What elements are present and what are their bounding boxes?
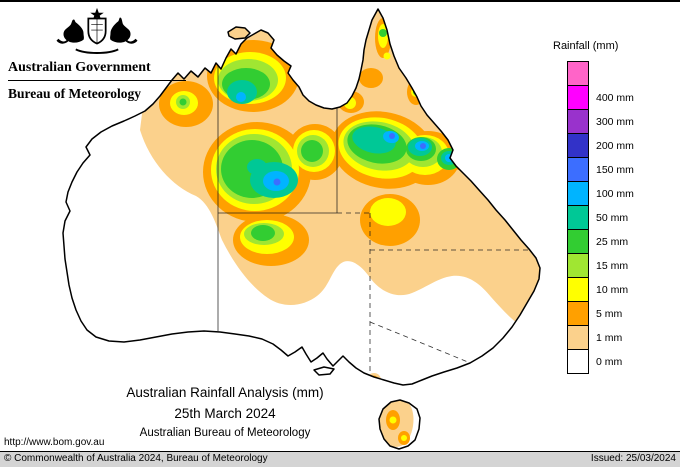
legend-swatch: [567, 157, 589, 182]
legend-swatch: [567, 109, 589, 134]
footer-bar: © Commonwealth of Australia 2024, Bureau…: [0, 451, 680, 467]
legend-item: 50 mm: [553, 205, 634, 230]
rain-band-150mm: [273, 133, 426, 186]
legend-item: 5 mm: [553, 301, 634, 326]
legend-label: 15 mm: [596, 259, 629, 272]
rainfall-legend: Rainfall (mm) 400 mm 300 mm 200 mm 150 m…: [553, 40, 634, 374]
state-borders: [217, 66, 528, 374]
legend-swatch: [567, 61, 589, 86]
government-title: Australian Government: [8, 60, 151, 75]
map-source: Australian Bureau of Meteorology: [139, 427, 311, 439]
legend-item: 15 mm: [553, 253, 634, 278]
legend-item: 200 mm: [553, 133, 634, 158]
legend-swatch: [567, 85, 589, 110]
legend-label: 100 mm: [596, 187, 634, 200]
legend-item: 400 mm: [553, 85, 634, 110]
legend-item: 100 mm: [553, 181, 634, 206]
legend-swatch: [567, 181, 589, 206]
legend-swatch: [567, 205, 589, 230]
legend-item: 300 mm: [553, 109, 634, 134]
legend-item: 0 mm: [553, 349, 634, 374]
legend-label: 150 mm: [596, 163, 634, 176]
issued-date-text: Issued: 25/03/2024: [590, 453, 676, 464]
bom-url-text: http://www.bom.gov.au: [4, 437, 105, 448]
header-divider: [8, 80, 186, 81]
legend-item: 10 mm: [553, 277, 634, 302]
legend-label: 25 mm: [596, 235, 629, 248]
map-caption: Australian Rainfall Analysis (mm) 25th M…: [55, 383, 395, 439]
legend-swatch: [567, 349, 589, 374]
legend-item: 25 mm: [553, 229, 634, 254]
legend-swatch: [567, 133, 589, 158]
legend-swatch: [567, 277, 589, 302]
copyright-text: © Commonwealth of Australia 2024, Bureau…: [4, 453, 268, 464]
map-title: Australian Rainfall Analysis (mm): [126, 385, 324, 400]
map-date: 25th March 2024: [174, 406, 276, 421]
legend-swatch: [567, 253, 589, 278]
australian-coat-of-arms-icon: [56, 7, 138, 54]
legend-swatch: [567, 301, 589, 326]
legend-label: 400 mm: [596, 91, 634, 104]
legend-item: 1 mm: [553, 325, 634, 350]
legend-label: 5 mm: [596, 307, 623, 320]
legend-label: 10 mm: [596, 283, 629, 296]
legend-label: 200 mm: [596, 139, 634, 152]
top-border-line: [0, 0, 680, 2]
government-header: Australian Government Bureau of Meteorol…: [8, 5, 186, 102]
legend-label: 300 mm: [596, 115, 634, 128]
legend-title: Rainfall (mm): [553, 40, 619, 52]
dashed-borders: [337, 212, 528, 374]
legend-label: 50 mm: [596, 211, 629, 224]
bureau-title: Bureau of Meteorology: [8, 86, 141, 101]
legend-swatch: [567, 229, 589, 254]
legend-swatch: [567, 325, 589, 350]
legend-label: 0 mm: [596, 355, 623, 368]
legend-item: [553, 61, 634, 86]
legend-item: 150 mm: [553, 157, 634, 182]
legend-label: 1 mm: [596, 331, 623, 344]
